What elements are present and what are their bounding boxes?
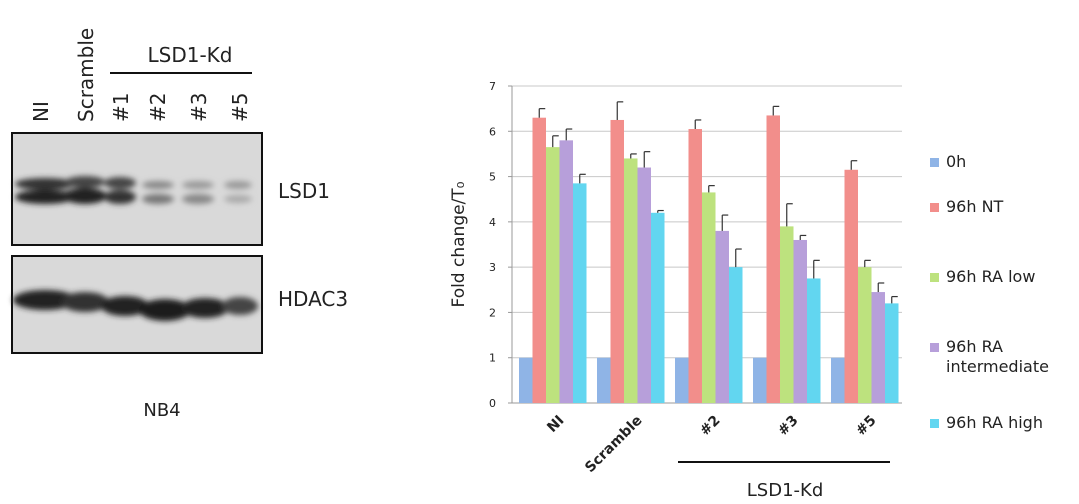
bar xyxy=(651,213,665,403)
bar xyxy=(885,303,899,403)
bar xyxy=(597,358,611,403)
lane-label: Scramble xyxy=(74,28,98,122)
bar xyxy=(546,147,560,403)
x-tick-label: #5 xyxy=(853,413,880,440)
bar xyxy=(872,292,886,403)
bar xyxy=(675,358,689,403)
bar xyxy=(560,140,574,403)
error-bar xyxy=(709,186,715,193)
group-label: LSD1-Kd xyxy=(148,43,233,67)
legend-label: 96h RA high xyxy=(946,413,1070,433)
western-blot: LSD1-Kd LSD1 HDAC3 NB4 xyxy=(12,43,348,421)
error-bar xyxy=(722,215,728,231)
error-bar xyxy=(800,235,806,240)
group-label: LSD1-Kd xyxy=(747,480,824,501)
legend-label: 96h RA intermediate xyxy=(946,337,1070,377)
bar xyxy=(729,267,743,403)
page: {"blot": {"lanes": ["NI", "Scramble", "#… xyxy=(0,0,1079,504)
y-tick-label: 7 xyxy=(489,80,496,93)
legend-swatch xyxy=(930,419,939,428)
y-tick-label: 0 xyxy=(489,397,496,410)
x-tick-label: #2 xyxy=(697,413,724,440)
bar xyxy=(573,183,587,403)
bar xyxy=(767,115,781,403)
lane-labels: NI Scramble #1 #2 #3 #5 xyxy=(29,28,252,122)
x-tick-label: Scramble xyxy=(582,413,645,476)
error-bar xyxy=(644,152,650,168)
lane-label: #1 xyxy=(109,93,133,122)
bar xyxy=(807,278,821,403)
bar xyxy=(845,170,859,403)
bar xyxy=(689,129,703,403)
error-bar xyxy=(892,297,898,304)
lane-label: #3 xyxy=(187,93,211,122)
error-bar xyxy=(658,211,664,213)
bar xyxy=(858,267,872,403)
legend-swatch xyxy=(930,343,939,352)
lane-label: #5 xyxy=(228,93,252,122)
bar xyxy=(624,158,638,403)
legend-swatch xyxy=(930,203,939,212)
error-bar xyxy=(814,260,820,278)
y-axis-label: Fold change/T₀ xyxy=(449,181,469,307)
bar xyxy=(794,240,808,403)
y-tick-label: 6 xyxy=(489,125,496,138)
bar xyxy=(533,118,547,403)
bar xyxy=(716,231,730,403)
y-tick-label: 1 xyxy=(489,352,496,365)
bar xyxy=(702,192,716,403)
legend-swatch xyxy=(930,158,939,167)
row-label: LSD1 xyxy=(278,179,330,203)
y-tick-label: 4 xyxy=(489,216,496,229)
bar xyxy=(519,358,533,403)
legend-label: 0h xyxy=(946,152,1070,172)
error-bar xyxy=(539,109,545,118)
bar xyxy=(780,226,794,403)
legend-swatch xyxy=(930,273,939,282)
bar-chart: 0 1 2 3 4 5 6 7 Fold change/T₀ NI Scramble #2 #3 #5 LS… xyxy=(449,80,902,501)
error-bar xyxy=(878,283,884,292)
error-bar xyxy=(695,120,701,129)
y-tick-label: 5 xyxy=(489,171,496,184)
error-bar xyxy=(773,106,779,115)
bar xyxy=(753,358,767,403)
legend-label: 96h RA low xyxy=(946,267,1070,287)
error-bar xyxy=(736,249,742,267)
error-bar xyxy=(617,102,623,120)
bar xyxy=(638,168,652,403)
error-bar xyxy=(553,136,559,147)
row-label: HDAC3 xyxy=(278,287,348,311)
bar xyxy=(831,358,845,403)
error-bar xyxy=(865,260,871,267)
cell-line: NB4 xyxy=(143,400,180,421)
x-tick-label: NI xyxy=(544,413,567,436)
y-tick-label: 2 xyxy=(489,306,496,319)
error-bar xyxy=(580,174,586,183)
x-tick-label: #3 xyxy=(775,413,802,440)
y-tick-label: 3 xyxy=(489,261,496,274)
legend-label: 96h NT xyxy=(946,197,1070,217)
error-bar xyxy=(631,154,637,159)
error-bar xyxy=(566,129,572,140)
error-bar xyxy=(787,204,793,227)
bar xyxy=(611,120,625,403)
error-bar xyxy=(851,161,857,170)
figure: LSD1-Kd LSD1 HDAC3 NB4 NI Scramble #1 #2 #3 #… xyxy=(0,0,1079,504)
lane-label: #2 xyxy=(146,93,170,122)
lane-label: NI xyxy=(29,101,53,122)
